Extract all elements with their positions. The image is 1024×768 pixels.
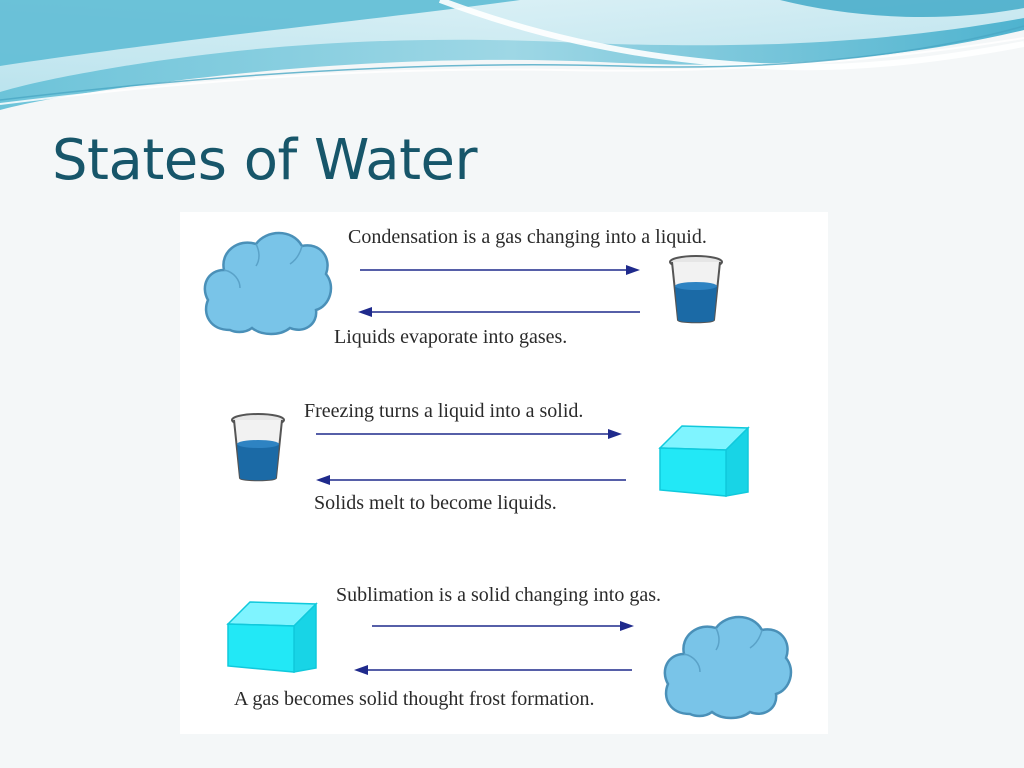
deposition-arrow [354,665,632,675]
cloud-icon [663,615,793,720]
water-glass-icon [669,255,723,324]
condensation-arrow [360,265,640,275]
states-of-water-diagram: Condensation is a gas changing into a li… [180,212,828,734]
freezing-caption: Freezing turns a liquid into a solid. [304,400,584,422]
deposition-caption: A gas becomes solid thought frost format… [234,688,595,710]
sublimation-caption: Sublimation is a solid changing into gas… [336,584,661,606]
freezing-arrow [316,429,622,439]
condensation-caption: Condensation is a gas changing into a li… [348,226,707,248]
evaporation-caption: Liquids evaporate into gases. [334,326,568,348]
water-glass-icon [231,413,285,482]
sublimation-arrow [372,621,634,631]
ice-cube-icon [658,425,750,497]
cloud-icon [203,231,333,336]
melting-arrow [316,475,626,485]
header-wave-decoration [0,0,1024,110]
slide-title: States of Water [52,128,478,193]
melting-caption: Solids melt to become liquids. [314,492,557,514]
ice-cube-icon [226,601,318,673]
evaporation-arrow [358,307,640,317]
